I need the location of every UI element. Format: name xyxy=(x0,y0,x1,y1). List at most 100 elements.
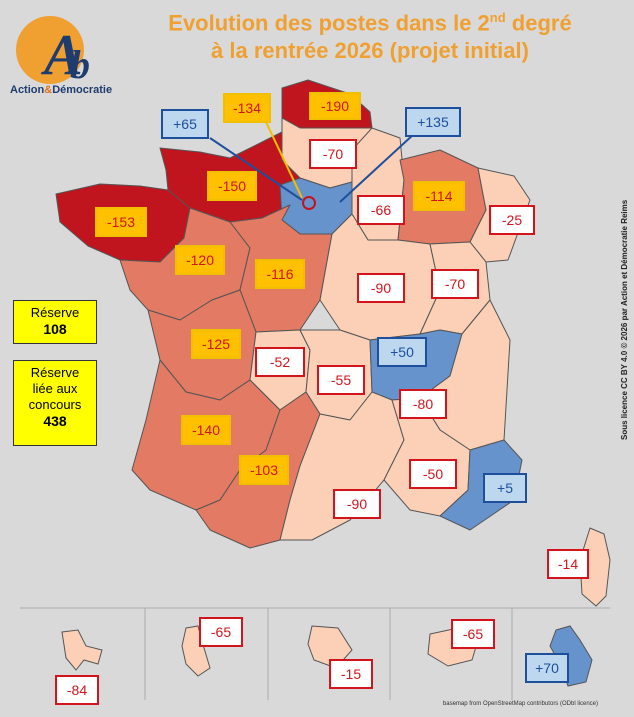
label-box-paris xyxy=(161,109,209,139)
label-nancy-metz: -114 xyxy=(413,181,465,211)
label-box-reunion xyxy=(451,619,495,649)
label-value-corse: -14 xyxy=(558,556,578,572)
license-credit: Sous licence CC BY 4.0 © 2026 par Action… xyxy=(620,199,629,440)
label-value-dijon: -90 xyxy=(371,280,391,296)
label-poitiers: -125 xyxy=(191,329,241,359)
label-martinique: -65 xyxy=(199,617,243,647)
label-grenoble: -80 xyxy=(399,389,447,419)
action-democratie-logo: A b xyxy=(8,8,118,104)
label-box-versailles-creteil xyxy=(405,107,461,137)
label-box-amiens xyxy=(309,139,357,169)
label-limoges: -52 xyxy=(255,347,305,377)
label-toulouse: -103 xyxy=(239,455,289,485)
label-value-normandie: -150 xyxy=(218,178,246,194)
label-box-strasbourg xyxy=(489,205,535,235)
label-box-martinique xyxy=(199,617,243,647)
label-reims: -66 xyxy=(357,195,405,225)
reserve-box: Réserve 108 xyxy=(13,300,97,344)
label-reunion: -65 xyxy=(451,619,495,649)
label-box-orleans-tours xyxy=(255,259,305,289)
pointer-paris xyxy=(209,137,303,201)
region-guadeloupe xyxy=(61,629,103,671)
label-box-grenoble xyxy=(399,389,447,419)
label-box-montpellier xyxy=(333,489,381,519)
label-value-nancy-metz: -114 xyxy=(426,188,453,204)
label-value-nice: +5 xyxy=(497,480,513,496)
basemap-credit: basemap from OpenStreetMap contributors … xyxy=(442,701,598,707)
pointer-versailles xyxy=(339,133,415,203)
label-paris: +65 xyxy=(161,109,209,139)
label-box-normandie-rouen xyxy=(223,93,271,123)
label-box-besancon xyxy=(431,269,479,299)
logo-name: Action&Démocratie xyxy=(10,84,113,96)
label-box-aix-marseille xyxy=(409,459,457,489)
label-box-guadeloupe xyxy=(55,675,99,705)
label-value-lyon: +50 xyxy=(390,344,414,360)
label-hauts-de-france: -190 xyxy=(309,92,361,120)
label-corse: -14 xyxy=(547,549,589,579)
label-value-paris: +65 xyxy=(173,116,197,132)
label-value-limoges: -52 xyxy=(270,354,290,370)
label-value-reunion: -65 xyxy=(463,626,483,642)
label-box-clermont xyxy=(317,365,365,395)
svg-text:b: b xyxy=(70,42,90,87)
label-box-limoges xyxy=(255,347,305,377)
label-box-bretagne xyxy=(95,207,147,237)
label-box-hauts-de-france xyxy=(309,92,361,120)
label-value-amiens: -70 xyxy=(323,146,343,162)
label-box-nancy-metz xyxy=(413,181,465,211)
label-normandie: -150 xyxy=(207,171,257,201)
pointer-rouen xyxy=(265,121,303,199)
label-value-clermont: -55 xyxy=(331,372,351,388)
label-box-poitiers xyxy=(191,329,241,359)
label-value-mayotte: +70 xyxy=(535,660,559,676)
label-box-reims xyxy=(357,195,405,225)
label-value-montpellier: -90 xyxy=(347,496,367,512)
label-orleans-tours: -116 xyxy=(255,259,305,289)
label-box-dijon xyxy=(357,273,405,303)
label-guadeloupe: -84 xyxy=(55,675,99,705)
label-box-corse xyxy=(547,549,589,579)
region-nice xyxy=(439,439,523,531)
label-box-nice xyxy=(483,473,527,503)
label-value-grenoble: -80 xyxy=(413,396,433,412)
label-value-reims: -66 xyxy=(371,202,391,218)
label-value-normandie-rouen: -134 xyxy=(233,100,261,116)
label-strasbourg: -25 xyxy=(489,205,535,235)
label-guyane: -15 xyxy=(329,659,373,689)
label-value-nantes: -120 xyxy=(186,252,214,268)
label-value-poitiers: -125 xyxy=(202,336,230,352)
svg-text:A: A xyxy=(41,22,83,87)
region-mayotte xyxy=(549,625,593,687)
label-box-nantes xyxy=(175,245,225,275)
label-value-guyane: -15 xyxy=(341,666,361,682)
label-montpellier: -90 xyxy=(333,489,381,519)
label-value-guadeloupe: -84 xyxy=(67,682,87,698)
label-clermont: -55 xyxy=(317,365,365,395)
label-value-toulouse: -103 xyxy=(250,462,278,478)
reserve-concours-box: Réserve liée aux concours 438 xyxy=(13,360,97,446)
label-box-bordeaux xyxy=(181,415,231,445)
label-box-normandie xyxy=(207,171,257,201)
label-amiens: -70 xyxy=(309,139,357,169)
label-value-aix-marseille: -50 xyxy=(423,466,443,482)
label-mayotte: +70 xyxy=(525,653,569,683)
label-nantes: -120 xyxy=(175,245,225,275)
label-nice: +5 xyxy=(483,473,527,503)
label-box-mayotte xyxy=(525,653,569,683)
label-box-guyane xyxy=(329,659,373,689)
region-paris xyxy=(302,196,316,210)
label-aix-marseille: -50 xyxy=(409,459,457,489)
label-bretagne: -153 xyxy=(95,207,147,237)
label-bordeaux: -140 xyxy=(181,415,231,445)
label-dijon: -90 xyxy=(357,273,405,303)
label-value-besancon: -70 xyxy=(445,276,465,292)
label-value-martinique: -65 xyxy=(211,624,231,640)
map-title: Evolution des postes dans le 2nd degré à… xyxy=(168,10,572,64)
label-box-toulouse xyxy=(239,455,289,485)
label-value-orleans-tours: -116 xyxy=(267,266,294,282)
label-value-bretagne: -153 xyxy=(107,214,135,230)
label-value-bordeaux: -140 xyxy=(192,422,220,438)
label-besancon: -70 xyxy=(431,269,479,299)
